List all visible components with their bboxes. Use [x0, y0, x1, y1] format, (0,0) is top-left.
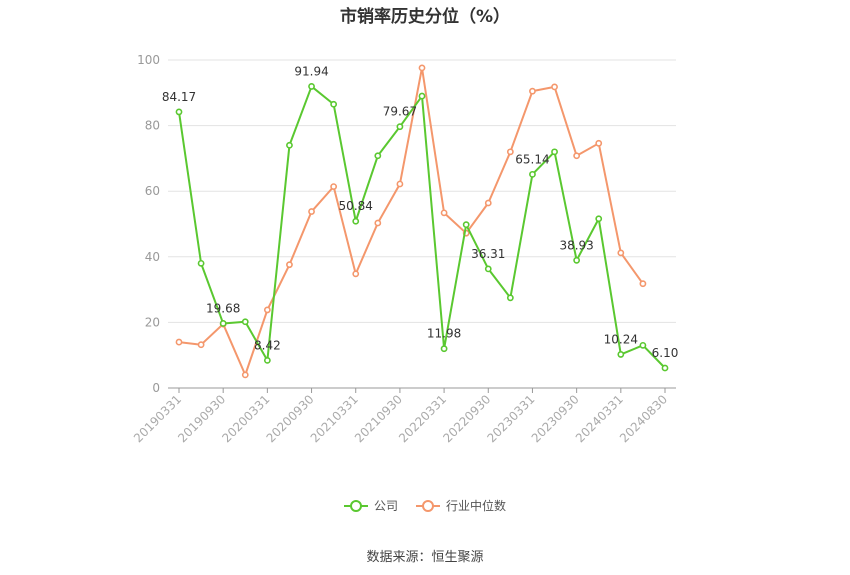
data-point-company	[484, 265, 492, 273]
legend-item-company[interactable]: 公司	[343, 497, 398, 514]
data-point-industry-median	[308, 208, 315, 215]
legend-swatch-industry-median	[416, 499, 440, 513]
data-point-company	[352, 217, 360, 225]
data-point-company	[263, 356, 271, 364]
legend-swatch-company	[343, 499, 368, 513]
series-layer	[175, 64, 669, 379]
y-tick-label: 0	[152, 381, 160, 395]
data-point-company	[330, 100, 338, 108]
data-point-industry-median	[551, 83, 558, 91]
data-point-company	[506, 294, 514, 302]
data-label-company: 19.68	[206, 301, 240, 315]
data-point-company	[241, 318, 249, 326]
data-point-company	[396, 123, 404, 131]
y-tick-label: 20	[145, 315, 160, 329]
chart-title: 市销率历史分位（%）	[339, 7, 511, 27]
data-label-company: 10.24	[604, 332, 638, 346]
data-point-industry-median	[484, 199, 492, 207]
y-tick-label: 80	[145, 119, 160, 133]
data-point-industry-median	[506, 148, 514, 156]
data-point-industry-median	[374, 219, 382, 227]
data-point-company	[462, 221, 470, 229]
data-point-company	[175, 108, 183, 116]
y-tick-label: 60	[145, 184, 160, 198]
data-label-company: 50.84	[339, 199, 373, 213]
data-label-company: 91.94	[294, 64, 328, 78]
data-point-industry-median	[396, 180, 404, 188]
data-label-company: 11.98	[427, 327, 461, 341]
legend: 公司 行业中位数	[0, 497, 850, 514]
label-layer: 84.17 19.68 8.42 91.94 50.84 79.67 11.98 36.31 6…	[162, 64, 679, 360]
data-label-company: 65.14	[515, 152, 549, 166]
y-tick-label: 100	[137, 53, 160, 67]
data-label-company: 79.67	[383, 105, 417, 119]
data-label-company: 6.10	[652, 346, 679, 360]
data-point-company	[308, 83, 315, 90]
data-point-industry-median	[529, 87, 536, 95]
data-point-company	[418, 92, 426, 100]
data-point-industry-median	[639, 280, 647, 288]
grid-layer	[168, 59, 676, 389]
data-point-company	[639, 341, 647, 349]
data-point-industry-median	[241, 371, 249, 379]
data-point-company	[661, 364, 669, 372]
data-source-note: 数据来源：恒生聚源	[366, 550, 484, 565]
data-point-company	[617, 351, 625, 358]
data-label-company: 8.42	[254, 338, 281, 352]
data-point-industry-median	[617, 249, 625, 257]
x-tick-label: 20240830	[617, 392, 670, 445]
data-point-company	[573, 256, 581, 264]
data-label-company: 38.93	[559, 238, 593, 252]
y-tick-label: 40	[145, 250, 160, 264]
data-point-industry-median	[286, 261, 293, 269]
data-point-industry-median	[263, 306, 271, 314]
data-point-industry-median	[573, 152, 581, 160]
data-point-company	[440, 345, 448, 353]
data-label-company: 36.31	[471, 247, 505, 261]
data-point-company	[197, 259, 205, 267]
data-point-company	[529, 170, 536, 178]
data-point-industry-median	[330, 183, 338, 191]
data-point-industry-median	[595, 139, 603, 147]
data-point-company	[374, 152, 382, 160]
data-point-company	[286, 141, 293, 149]
data-point-industry-median	[197, 341, 205, 349]
data-point-company	[219, 320, 227, 327]
data-point-company	[595, 215, 603, 223]
series-line-company	[178, 85, 666, 369]
data-point-company	[551, 148, 558, 156]
legend-item-industry-median[interactable]: 行业中位数	[416, 497, 506, 514]
data-point-industry-median	[418, 64, 426, 72]
data-point-industry-median	[352, 270, 360, 278]
legend-label-company: 公司	[373, 499, 398, 513]
legend-label-industry-median: 行业中位数	[446, 499, 507, 513]
data-point-industry-median	[440, 209, 448, 217]
data-label-company: 84.17	[162, 90, 196, 104]
data-point-industry-median	[175, 338, 183, 346]
